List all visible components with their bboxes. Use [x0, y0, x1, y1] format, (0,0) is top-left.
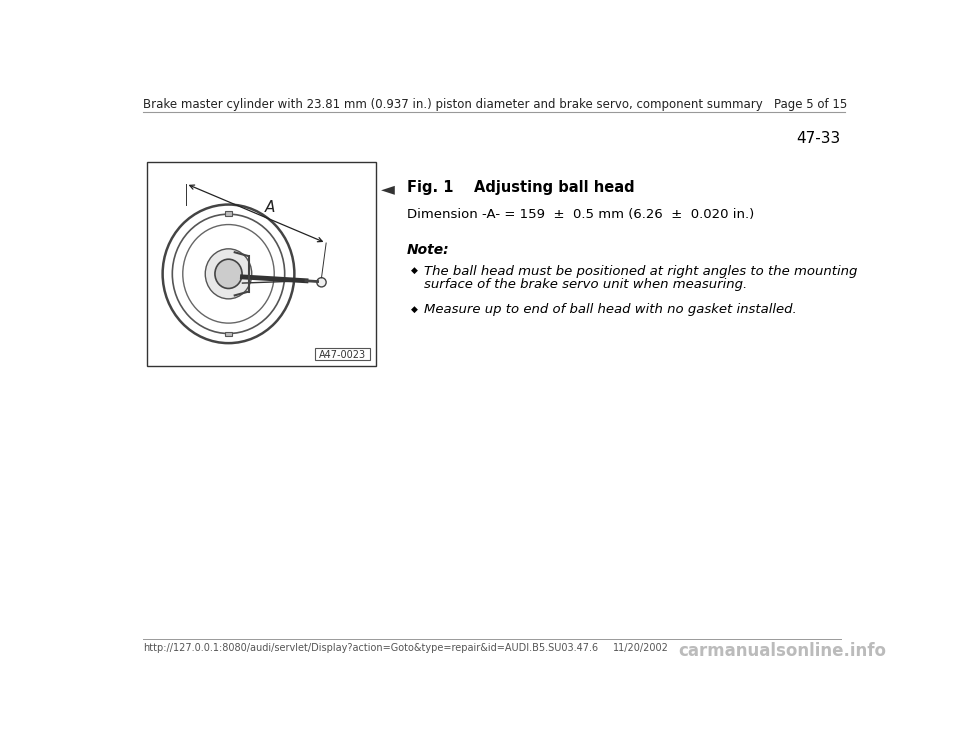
Ellipse shape	[205, 249, 252, 299]
Bar	[225, 211, 232, 216]
Bar	[315, 348, 370, 360]
Text: Page 5 of 15: Page 5 of 15	[774, 98, 847, 111]
Text: The ball head must be positioned at right angles to the mounting: The ball head must be positioned at righ…	[423, 265, 857, 278]
Text: carmanualsonline.info: carmanualsonline.info	[678, 642, 886, 660]
Text: Measure up to end of ball head with no gasket installed.: Measure up to end of ball head with no g…	[423, 303, 797, 316]
Text: A: A	[265, 200, 276, 214]
Text: http://127.0.0.1:8080/audi/servlet/Display?action=Goto&type=repair&id=AUDI.B5.SU: http://127.0.0.1:8080/audi/servlet/Displ…	[143, 643, 598, 654]
Circle shape	[317, 278, 326, 287]
Text: ◄: ◄	[381, 180, 396, 198]
Ellipse shape	[215, 259, 242, 289]
Text: Note:: Note:	[407, 243, 449, 257]
Text: A47-0023: A47-0023	[319, 349, 366, 360]
Text: Brake master cylinder with 23.81 mm (0.937 in.) piston diameter and brake servo,: Brake master cylinder with 23.81 mm (0.9…	[143, 98, 763, 111]
Bar	[225, 332, 232, 336]
Text: Fig. 1    Adjusting ball head: Fig. 1 Adjusting ball head	[407, 180, 635, 195]
Text: 11/20/2002: 11/20/2002	[612, 643, 669, 654]
Text: ◆: ◆	[411, 266, 418, 275]
Bar	[147, 162, 375, 367]
Text: ◆: ◆	[411, 305, 418, 314]
Text: Dimension -A- = 159  ±  0.5 mm (6.26  ±  0.020 in.): Dimension -A- = 159 ± 0.5 mm (6.26 ± 0.0…	[407, 209, 754, 221]
Text: 47-33: 47-33	[797, 131, 841, 146]
Text: surface of the brake servo unit when measuring.: surface of the brake servo unit when mea…	[423, 278, 747, 291]
